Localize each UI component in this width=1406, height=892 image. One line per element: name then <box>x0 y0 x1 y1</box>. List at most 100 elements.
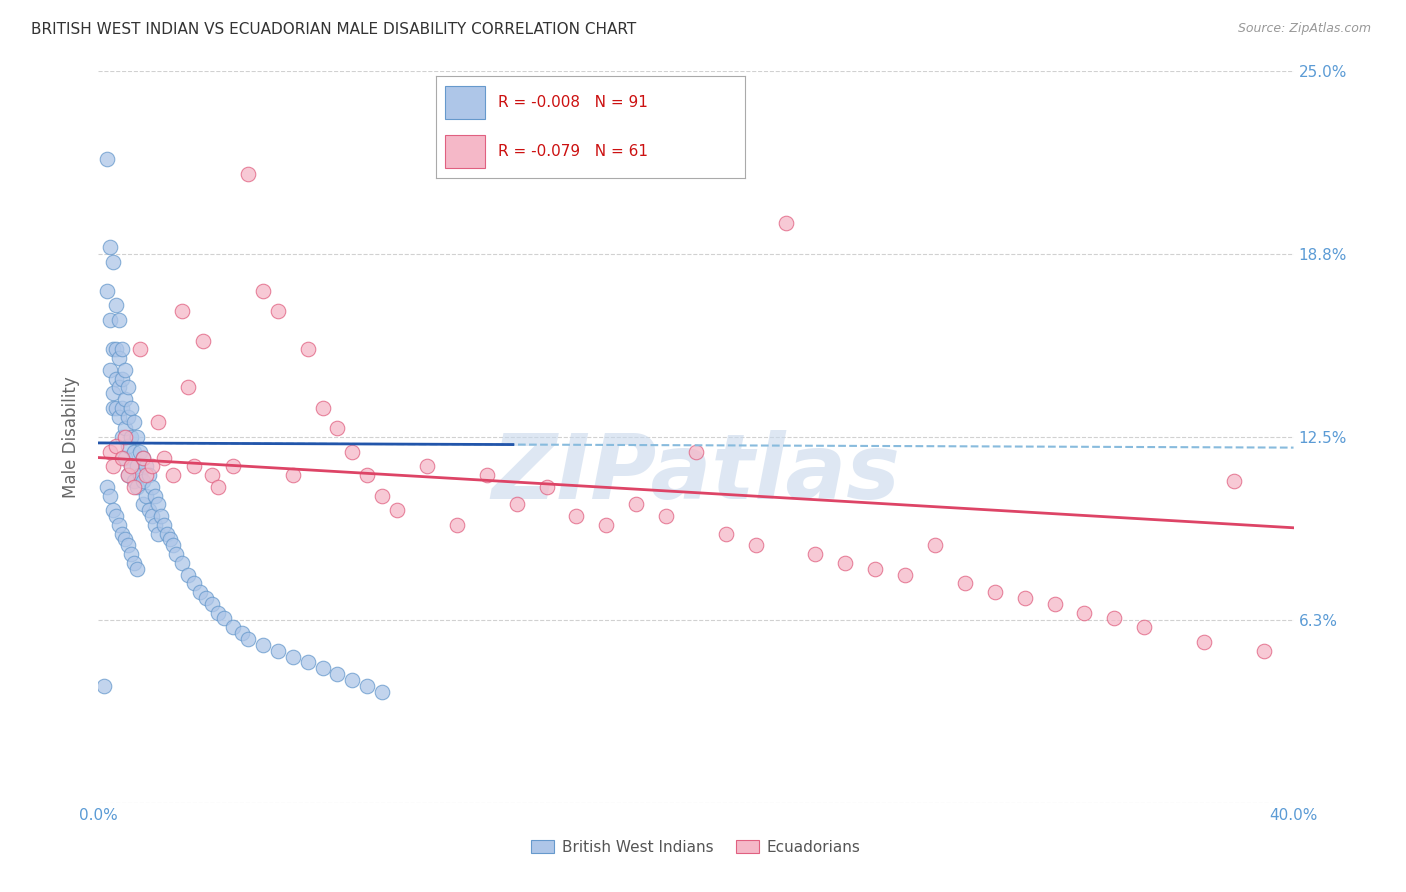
Bar <box>446 136 485 168</box>
Point <box>132 450 155 465</box>
Point <box>212 611 235 625</box>
Point <box>311 401 333 415</box>
Point <box>103 254 125 268</box>
Point <box>475 468 498 483</box>
Point <box>148 497 170 511</box>
Point <box>120 430 142 444</box>
Point <box>141 459 163 474</box>
Point <box>177 567 200 582</box>
Point <box>195 591 218 605</box>
Point <box>252 638 274 652</box>
Point <box>117 538 139 552</box>
Point <box>111 450 134 465</box>
Point <box>1133 620 1156 634</box>
Point <box>183 576 205 591</box>
Point <box>326 421 349 435</box>
Point <box>714 526 737 541</box>
Point <box>201 597 224 611</box>
Point <box>172 556 194 570</box>
Point <box>105 439 128 453</box>
Point <box>297 656 319 670</box>
Point <box>132 474 155 488</box>
Point <box>236 167 259 181</box>
Point <box>108 409 131 424</box>
Point <box>371 489 394 503</box>
Point <box>141 480 163 494</box>
Point <box>120 401 142 415</box>
Point <box>804 547 827 561</box>
Point <box>177 380 200 394</box>
Point <box>207 480 229 494</box>
Point <box>108 351 131 365</box>
Point <box>311 661 333 675</box>
Point <box>108 380 131 394</box>
Point <box>105 509 128 524</box>
Point <box>117 468 139 483</box>
Point <box>103 401 125 415</box>
Point <box>129 343 152 357</box>
Point <box>120 547 142 561</box>
Point <box>96 480 118 494</box>
Point <box>162 538 184 552</box>
Point <box>114 363 136 377</box>
Point <box>297 343 319 357</box>
Point <box>127 562 149 576</box>
Point <box>165 547 187 561</box>
Point <box>98 240 122 254</box>
Point <box>114 450 136 465</box>
Point <box>98 313 122 327</box>
Point <box>565 509 588 524</box>
Point <box>685 444 707 458</box>
Point <box>775 217 797 231</box>
Point <box>103 343 125 357</box>
Point <box>207 606 229 620</box>
Point <box>127 480 149 494</box>
Text: Source: ZipAtlas.com: Source: ZipAtlas.com <box>1237 22 1371 36</box>
Point <box>371 684 394 698</box>
Point <box>356 679 378 693</box>
Point <box>924 538 946 552</box>
Point <box>96 152 118 166</box>
Point <box>153 517 176 532</box>
Point <box>156 526 179 541</box>
Point <box>626 497 648 511</box>
Point <box>655 509 678 524</box>
Point <box>222 620 245 634</box>
Point <box>117 380 139 394</box>
Point <box>162 468 184 483</box>
Point <box>124 416 146 430</box>
Point <box>595 517 617 532</box>
Point <box>446 517 468 532</box>
Point <box>1104 611 1126 625</box>
Point <box>103 386 125 401</box>
Point <box>98 444 122 458</box>
Point <box>148 526 170 541</box>
Point <box>124 444 146 458</box>
Point <box>135 459 157 474</box>
Point <box>105 371 128 385</box>
Point <box>865 562 887 576</box>
Point <box>127 459 149 474</box>
Point <box>1043 597 1066 611</box>
Point <box>201 468 224 483</box>
Point <box>124 556 146 570</box>
Point <box>135 468 157 483</box>
Point <box>138 503 160 517</box>
Point <box>105 401 128 415</box>
Point <box>117 439 139 453</box>
Point <box>159 533 181 547</box>
Text: R = -0.008   N = 91: R = -0.008 N = 91 <box>498 95 648 110</box>
Point <box>120 459 142 474</box>
Point <box>132 497 155 511</box>
Point <box>148 416 170 430</box>
Y-axis label: Male Disability: Male Disability <box>62 376 80 498</box>
Point <box>135 489 157 503</box>
Legend: British West Indians, Ecuadorians: British West Indians, Ecuadorians <box>524 834 868 861</box>
Point <box>138 468 160 483</box>
Point <box>356 468 378 483</box>
Point <box>236 632 259 646</box>
Point <box>894 567 917 582</box>
Text: BRITISH WEST INDIAN VS ECUADORIAN MALE DISABILITY CORRELATION CHART: BRITISH WEST INDIAN VS ECUADORIAN MALE D… <box>31 22 636 37</box>
Point <box>108 313 131 327</box>
Point <box>267 643 290 657</box>
